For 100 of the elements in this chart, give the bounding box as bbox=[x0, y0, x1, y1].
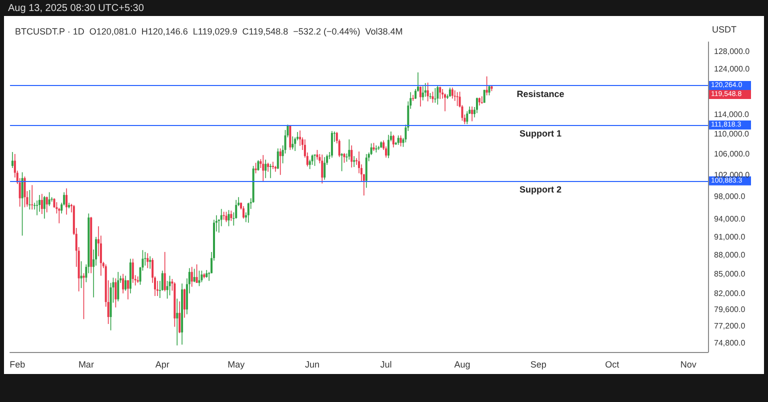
candlestick bbox=[43, 196, 46, 220]
candlestick bbox=[439, 86, 442, 100]
candlestick bbox=[230, 210, 232, 222]
chart-subtitle: BTCUSDT.P · 1D O120,081.0 H120,146.6 L119,029.9 C119,548.8 −532.2 (−0.44%) Vol38.4M bbox=[15, 26, 403, 36]
x-tick-label: Nov bbox=[680, 360, 697, 370]
candlestick bbox=[124, 275, 127, 292]
candlestick bbox=[321, 154, 324, 184]
candlestick bbox=[279, 148, 282, 176]
candlestick bbox=[348, 138, 350, 160]
x-tick-label: Oct bbox=[605, 360, 620, 370]
candlestick bbox=[264, 159, 267, 178]
y-tick-label: 98,000.0 bbox=[714, 192, 746, 202]
candlestick bbox=[314, 154, 316, 166]
x-tick-label: Apr bbox=[155, 360, 170, 370]
y-axis-title: USDT bbox=[712, 24, 737, 34]
y-tick-label: 74,800.0 bbox=[714, 338, 746, 348]
candlestick bbox=[48, 192, 50, 207]
candlestick bbox=[144, 252, 146, 266]
candlestick bbox=[392, 134, 394, 148]
candlestick bbox=[262, 154, 264, 182]
candlestick bbox=[46, 196, 48, 213]
y-tick-label: 114,000.0 bbox=[714, 110, 750, 120]
candlestick bbox=[242, 206, 244, 220]
y-tick-label: 85,000.0 bbox=[714, 269, 746, 278]
candlestick bbox=[434, 88, 436, 104]
y-tick-label: 91,000.0 bbox=[714, 232, 746, 242]
candlestick bbox=[254, 162, 257, 174]
candlestick bbox=[365, 154, 368, 188]
y-tick-label: 128,000.0 bbox=[714, 47, 750, 56]
candlestick bbox=[400, 134, 402, 147]
candlestick bbox=[21, 172, 24, 236]
candlestick bbox=[149, 256, 152, 270]
candlestick bbox=[276, 148, 279, 170]
y-tick-label: 77,200.0 bbox=[714, 322, 746, 331]
x-tick-label: Sep bbox=[530, 360, 546, 370]
candlestick bbox=[422, 86, 424, 101]
y-tick-label: 106,000.0 bbox=[714, 150, 750, 159]
candlestick bbox=[432, 91, 434, 104]
candlestick bbox=[426, 82, 429, 102]
candlestick bbox=[38, 194, 40, 212]
text: Aug 13, 2025 08:30 UTC+5:30 bbox=[8, 3, 144, 14]
candlestick bbox=[247, 202, 250, 224]
candlestick bbox=[466, 110, 468, 125]
x-tick-label: Jun bbox=[305, 360, 320, 370]
x-tick-label: May bbox=[228, 360, 246, 370]
candlestick bbox=[132, 258, 134, 284]
candlestick bbox=[299, 130, 302, 146]
candlestick bbox=[200, 270, 203, 283]
candlestick bbox=[324, 156, 326, 180]
candlestick bbox=[164, 252, 166, 292]
y-tick-label: 110,000.0 bbox=[714, 129, 750, 138]
candlestick bbox=[146, 252, 149, 269]
candlestick bbox=[444, 93, 446, 112]
candlestick bbox=[168, 275, 171, 296]
candlestick bbox=[40, 193, 43, 214]
candlestick bbox=[471, 106, 474, 122]
candlestick bbox=[190, 266, 193, 288]
candlestick bbox=[419, 86, 422, 107]
y-tick-label: 82,000.0 bbox=[714, 288, 746, 298]
candlestick bbox=[176, 298, 178, 346]
candlestick bbox=[311, 154, 314, 166]
candlestick bbox=[80, 260, 82, 288]
candlestick bbox=[436, 85, 439, 106]
candlestick bbox=[488, 84, 490, 96]
candlestick bbox=[198, 270, 200, 287]
candlestick bbox=[184, 288, 186, 318]
x-tick-label: Jul bbox=[380, 360, 392, 370]
y-tick-label: 124,000.0 bbox=[714, 64, 750, 74]
candlestick bbox=[257, 160, 260, 172]
candlestick bbox=[196, 264, 198, 284]
candlestick bbox=[66, 188, 68, 216]
candlestick bbox=[343, 152, 346, 164]
x-tick-label: Feb bbox=[10, 360, 26, 370]
candlestick bbox=[225, 211, 228, 223]
candlestick bbox=[117, 272, 120, 302]
candlestick bbox=[451, 87, 454, 99]
x-tick-label: Mar bbox=[78, 360, 94, 370]
candlestick bbox=[353, 156, 356, 168]
candlestick bbox=[11, 152, 14, 168]
candlestick bbox=[126, 280, 129, 300]
candlestick bbox=[316, 150, 318, 160]
candlestick bbox=[330, 130, 333, 158]
candlestick bbox=[412, 94, 414, 102]
candlestick bbox=[476, 97, 478, 114]
x-tick-label: Aug bbox=[454, 360, 470, 370]
candlestick bbox=[270, 163, 272, 178]
candlestick bbox=[193, 268, 196, 283]
ref-line-label: Support 2 bbox=[519, 184, 562, 194]
candlestick bbox=[483, 89, 486, 104]
y-tick-label: 88,000.0 bbox=[714, 250, 746, 260]
ref-line-label: Support 1 bbox=[519, 128, 562, 139]
candlestick bbox=[228, 210, 230, 227]
candlestick bbox=[289, 124, 292, 150]
candlestick bbox=[114, 278, 117, 308]
candlestick bbox=[486, 76, 488, 96]
candlestick bbox=[122, 273, 124, 294]
candlestick bbox=[24, 176, 26, 208]
y-tick-label: 94,000.0 bbox=[714, 214, 746, 224]
candlestick bbox=[350, 144, 353, 168]
candlestick bbox=[397, 134, 400, 146]
